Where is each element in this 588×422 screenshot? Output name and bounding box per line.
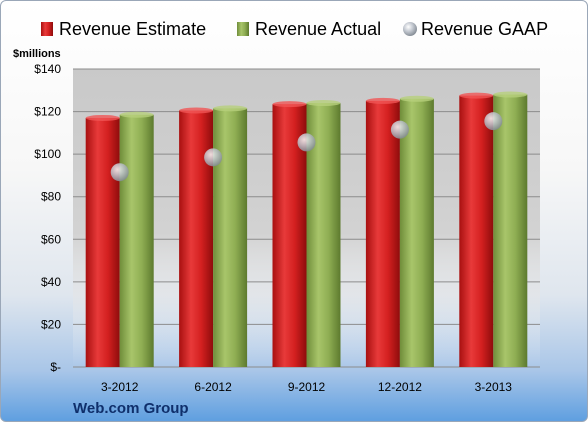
- revenue-estimate-bar-cap: [179, 107, 214, 114]
- y-tick-label: $120: [34, 105, 61, 119]
- y-tick-label: $140: [34, 62, 61, 76]
- x-tick-label: 6-2012: [194, 380, 232, 394]
- revenue-estimate-bar-cap: [272, 101, 307, 108]
- y-axis-ticks: $- $20 $40 $60 $80 $100 $120 $140: [34, 62, 61, 374]
- revenue-estimate-bar-cap: [85, 114, 120, 121]
- legend: Revenue Estimate Revenue Actual Revenue GA…: [41, 19, 548, 39]
- revenue-gaap-marker: [110, 163, 129, 182]
- revenue-actual-bar-cap: [493, 91, 528, 98]
- legend-label: Revenue Actual: [255, 19, 381, 39]
- gaap-markers: [110, 112, 503, 182]
- revenue-estimate-bar-cap: [365, 97, 400, 104]
- legend-swatch: [403, 22, 417, 36]
- legend-label: Revenue GAAP: [421, 19, 548, 39]
- y-tick-label: $20: [41, 317, 61, 331]
- revenue-gaap-marker: [297, 133, 316, 152]
- revenue-estimate-bar-cap: [459, 92, 494, 99]
- y-axis-unit-label: $millions: [13, 48, 61, 60]
- revenue-estimate-bar: [365, 100, 400, 367]
- revenue-estimate-bar: [459, 95, 494, 367]
- x-tick-label: 12-2012: [378, 380, 422, 394]
- x-tick-label: 9-2012: [288, 380, 326, 394]
- revenue-estimate-bar: [179, 110, 214, 367]
- legend-swatch: [41, 22, 53, 36]
- x-axis-ticks: 3-2012 6-2012 9-2012 12-2012 3-2013: [101, 380, 512, 394]
- revenue-actual-bar: [119, 114, 154, 367]
- revenue-gaap-marker: [484, 112, 503, 131]
- bars: [85, 91, 528, 368]
- revenue-estimate-bar: [85, 117, 120, 367]
- revenue-actual-bar-cap: [399, 95, 434, 102]
- y-tick-label: $100: [34, 147, 61, 161]
- revenue-actual-bar: [493, 94, 528, 368]
- x-tick-label: 3-2013: [475, 380, 513, 394]
- revenue-actual-bar-cap: [213, 105, 248, 112]
- legend-label: Revenue Estimate: [59, 19, 206, 39]
- revenue-actual-bar-cap: [306, 100, 341, 107]
- y-tick-label: $40: [41, 275, 61, 289]
- legend-swatch: [237, 22, 249, 36]
- y-tick-label: $-: [50, 360, 61, 374]
- company-name: Web.com Group: [73, 400, 189, 417]
- revenue-actual-bar-cap: [119, 111, 154, 118]
- y-tick-label: $60: [41, 232, 61, 246]
- revenue-gaap-marker: [204, 148, 223, 167]
- x-tick-label: 3-2012: [101, 380, 139, 394]
- revenue-gaap-marker: [390, 120, 409, 139]
- revenue-actual-bar: [399, 98, 434, 368]
- y-tick-label: $80: [41, 190, 61, 204]
- revenue-actual-bar: [213, 108, 248, 367]
